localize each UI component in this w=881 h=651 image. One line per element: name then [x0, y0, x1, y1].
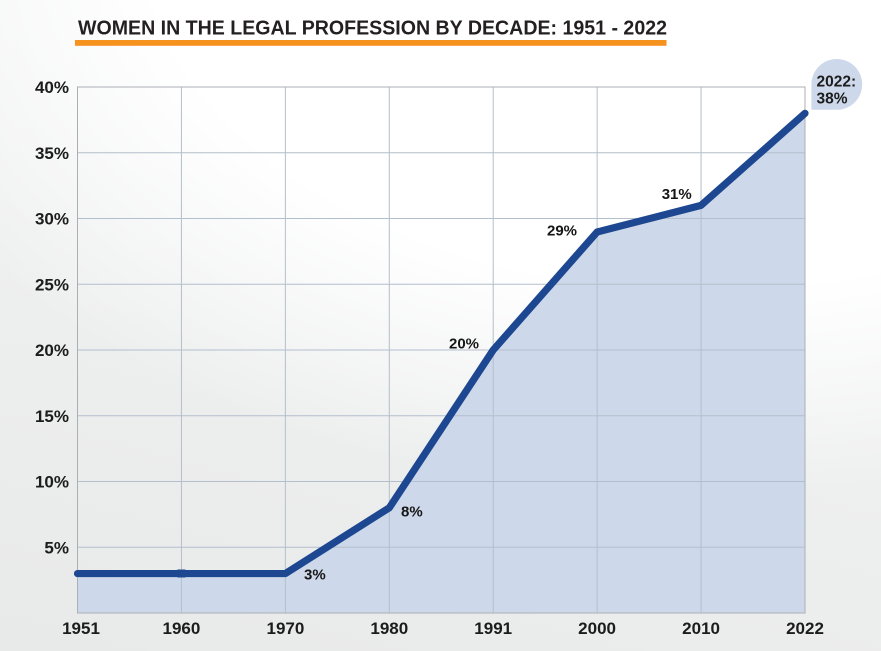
svg-text:5%: 5%	[44, 538, 69, 557]
svg-text:31%: 31%	[662, 186, 692, 203]
svg-text:35%: 35%	[35, 144, 69, 163]
svg-text:38%: 38%	[817, 90, 848, 107]
svg-text:1980: 1980	[370, 619, 408, 638]
svg-text:15%: 15%	[35, 407, 69, 426]
svg-text:8%: 8%	[401, 504, 423, 521]
svg-text:30%: 30%	[35, 210, 69, 229]
svg-text:25%: 25%	[35, 275, 69, 294]
svg-text:1951: 1951	[62, 619, 100, 638]
svg-text:2022:: 2022:	[817, 74, 857, 91]
svg-text:2000: 2000	[578, 619, 616, 638]
svg-text:1960: 1960	[162, 619, 200, 638]
svg-text:20%: 20%	[449, 336, 479, 353]
svg-text:20%: 20%	[35, 341, 69, 360]
svg-text:1991: 1991	[474, 619, 512, 638]
svg-text:2010: 2010	[682, 619, 720, 638]
svg-text:40%: 40%	[35, 78, 69, 97]
svg-text:1970: 1970	[266, 619, 304, 638]
svg-text:3%: 3%	[304, 567, 326, 584]
svg-text:2022: 2022	[786, 619, 824, 638]
svg-text:29%: 29%	[547, 223, 577, 240]
svg-text:WOMEN IN THE LEGAL PROFESSION: WOMEN IN THE LEGAL PROFESSION BY DECADE:…	[78, 16, 667, 39]
svg-text:10%: 10%	[35, 473, 69, 492]
